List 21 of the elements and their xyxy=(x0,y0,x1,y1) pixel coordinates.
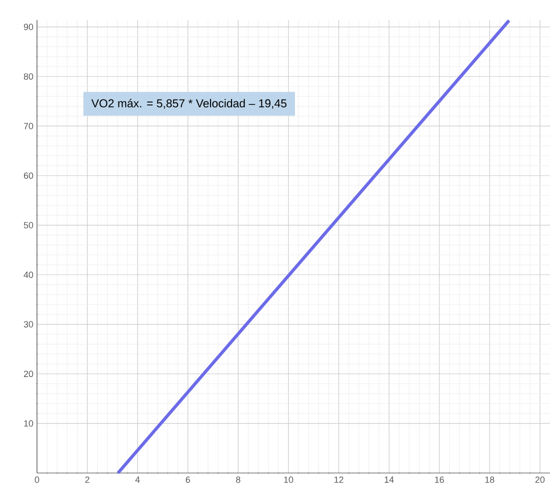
x-tick-label: 6 xyxy=(186,476,190,483)
y-tick-label: 40 xyxy=(24,272,34,278)
annotation: VO2 máx. = 5,857 * Velocidad – 19,45 xyxy=(91,98,286,109)
y-tick-label: 90 xyxy=(24,24,34,30)
y-tick-label: 30 xyxy=(24,321,34,328)
x-tick-label: 14 xyxy=(384,476,394,483)
y-tick-label: 20 xyxy=(24,370,34,378)
x-tick-label: 8 xyxy=(236,476,240,483)
x-tick-label: 0 xyxy=(34,476,40,483)
x-tick-label: 10 xyxy=(284,476,294,483)
y-tick-label: 80 xyxy=(24,73,34,80)
y-tick-label: 50 xyxy=(24,222,34,228)
x-tick-label: 2 xyxy=(85,476,90,483)
x-tick-label: 4 xyxy=(135,476,140,483)
y-tick-label: 70 xyxy=(24,122,34,130)
x-tick-label: 16 xyxy=(435,476,444,483)
y-tick-label: 60 xyxy=(24,172,34,179)
y-tick-label: 10 xyxy=(24,420,34,427)
x-tick-label: 12 xyxy=(334,476,344,483)
x-tick-label: 20 xyxy=(535,476,545,483)
x-tick-label: 18 xyxy=(485,476,494,483)
